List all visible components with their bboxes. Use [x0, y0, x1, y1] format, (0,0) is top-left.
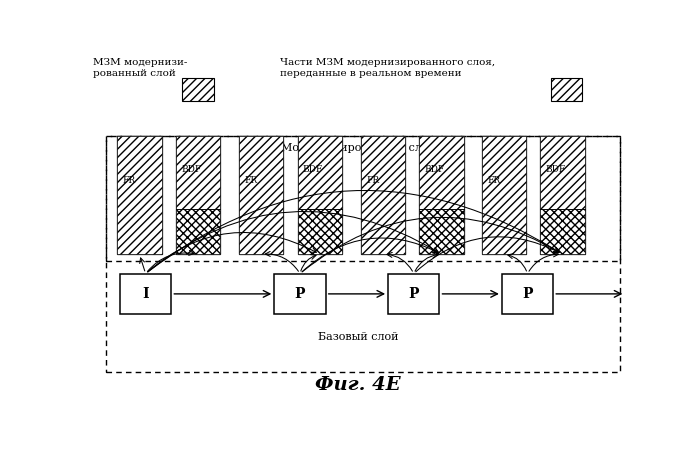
Text: BDF: BDF — [546, 164, 565, 174]
Text: Базовый слой: Базовый слой — [318, 332, 398, 342]
Bar — [502, 273, 554, 314]
Bar — [361, 136, 405, 254]
Bar — [540, 209, 584, 254]
Bar — [175, 209, 220, 254]
Text: I: I — [143, 287, 149, 301]
Text: FR: FR — [245, 176, 257, 185]
Bar — [482, 136, 526, 254]
Bar — [298, 136, 342, 254]
Text: FR: FR — [366, 176, 380, 185]
Text: P: P — [295, 287, 305, 301]
Text: Модернизированный слой: Модернизированный слой — [281, 143, 435, 153]
Bar — [117, 136, 161, 254]
Bar — [120, 273, 171, 314]
Text: МЗМ модернизи-
рованный слой: МЗМ модернизи- рованный слой — [93, 59, 187, 78]
Bar — [298, 136, 342, 209]
Text: BDF: BDF — [425, 164, 445, 174]
Bar — [175, 136, 220, 254]
Bar — [361, 136, 405, 254]
Bar — [274, 273, 326, 314]
Text: Части МЗМ модернизированного слоя,
переданные в реальном времени: Части МЗМ модернизированного слоя, перед… — [280, 59, 495, 78]
Bar — [298, 209, 342, 254]
Bar — [239, 136, 284, 254]
Bar — [175, 136, 220, 209]
Bar — [419, 136, 464, 209]
Bar — [182, 78, 214, 101]
Bar — [239, 136, 284, 254]
Bar — [482, 136, 526, 254]
Text: FR: FR — [487, 176, 500, 185]
Bar — [117, 136, 161, 254]
Text: P: P — [408, 287, 419, 301]
Bar — [419, 136, 464, 254]
Bar — [388, 273, 440, 314]
Text: FR: FR — [122, 176, 136, 185]
Text: BDF: BDF — [181, 164, 201, 174]
Text: P: P — [522, 287, 533, 301]
Bar — [106, 136, 620, 261]
Text: Фиг. 4Е: Фиг. 4Е — [315, 376, 401, 393]
Bar — [540, 136, 584, 254]
Bar — [551, 78, 582, 101]
Bar — [419, 209, 464, 254]
Bar — [106, 136, 620, 372]
Text: BDF: BDF — [303, 164, 323, 174]
Bar — [540, 136, 584, 209]
